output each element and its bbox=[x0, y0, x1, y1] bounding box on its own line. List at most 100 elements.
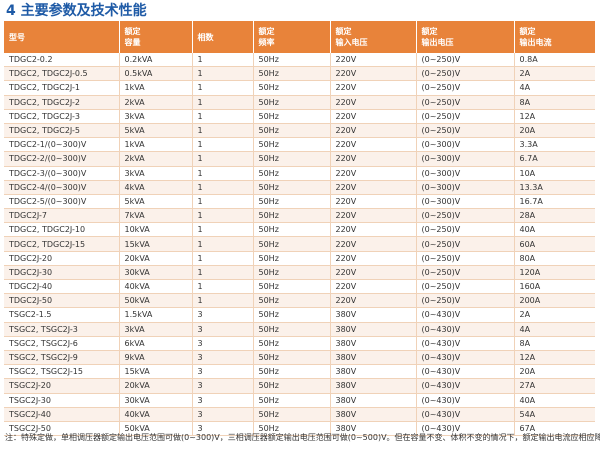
cell-rated-capacity: 4kVA bbox=[119, 180, 193, 195]
cell-model: TSGC2, TSGC2J-3 bbox=[4, 322, 120, 337]
cell-phase: 3 bbox=[192, 336, 254, 351]
table-row: TSGC2, TSGC2J-15 15kVA 3 50Hz 380V (0~430)V 20… bbox=[4, 364, 595, 380]
header-rated-output-current: 额定 输出电流 bbox=[514, 21, 595, 53]
table-row: TSGC2, TSGC2J-6 6kVA 3 50Hz 380V (0~430)V 8A bbox=[4, 336, 595, 351]
header-model: 型号 bbox=[4, 21, 120, 53]
cell-rated-output-voltage: (0~250)V bbox=[416, 80, 515, 96]
cell-rated-capacity: 3kVA bbox=[119, 109, 193, 124]
cell-rated-frequency: 50Hz bbox=[253, 180, 331, 195]
header-rated-output-voltage-line: 输出电压 bbox=[421, 38, 454, 47]
cell-model: TDGC2, TDGC2J-10 bbox=[4, 222, 120, 238]
cell-phase: 1 bbox=[192, 80, 254, 96]
cell-rated-input-voltage: 220V bbox=[330, 151, 417, 167]
cell-rated-capacity: 0.2kVA bbox=[119, 53, 193, 68]
cell-rated-frequency: 50Hz bbox=[253, 53, 331, 68]
table-row: TSGC2J-30 30kVA 3 50Hz 380V (0~430)V 40A bbox=[4, 393, 595, 408]
cell-phase: 1 bbox=[192, 279, 254, 295]
table-row: TDGC2, TDGC2J-1 1kVA 1 50Hz 220V (0~250)V 4A bbox=[4, 80, 595, 96]
cell-model: TDGC2-2/(0~300)V bbox=[4, 151, 120, 167]
table-header-row: 型号 额定 容量 相数 额定 频率 额定 输入电压 额定 输出电压 额定 输出电流 bbox=[4, 21, 595, 53]
cell-rated-output-voltage: (0~430)V bbox=[416, 350, 515, 366]
table-row: TDGC2, TDGC2J-15 15kVA 1 50Hz 220V (0~250)V 60… bbox=[4, 236, 595, 252]
cell-rated-capacity: 20kVA bbox=[119, 378, 193, 394]
cell-model: TSGC2J-40 bbox=[4, 407, 120, 422]
header-rated-input-voltage: 额定 输入电压 bbox=[330, 21, 417, 53]
cell-rated-frequency: 50Hz bbox=[253, 236, 331, 252]
cell-model: TDGC2J-7 bbox=[4, 208, 120, 224]
cell-rated-output-current: 27A bbox=[514, 378, 595, 394]
cell-rated-frequency: 50Hz bbox=[253, 123, 331, 139]
cell-phase: 1 bbox=[192, 109, 254, 124]
cell-rated-output-voltage: (0~430)V bbox=[416, 336, 515, 351]
cell-model: TDGC2, TDGC2J-1 bbox=[4, 80, 120, 96]
cell-rated-output-current: 12A bbox=[514, 350, 595, 366]
cell-model: TDGC2J-40 bbox=[4, 279, 120, 295]
cell-rated-capacity: 15kVA bbox=[119, 236, 193, 252]
cell-rated-capacity: 10kVA bbox=[119, 222, 193, 238]
cell-rated-capacity: 1.5kVA bbox=[119, 307, 193, 323]
table-row: TDGC2, TDGC2J-10 10kVA 1 50Hz 220V (0~250)V 40… bbox=[4, 222, 595, 238]
cell-phase: 1 bbox=[192, 208, 254, 224]
cell-model: TDGC2-0.2 bbox=[4, 53, 120, 68]
cell-rated-output-current: 120A bbox=[514, 265, 595, 281]
cell-model: TDGC2, TDGC2J-15 bbox=[4, 236, 120, 252]
spec-table: 型号 额定 容量 相数 额定 频率 额定 输入电压 额定 输出电压 额定 输出电流 TDGC2-0.2… bbox=[4, 21, 595, 437]
cell-rated-input-voltage: 220V bbox=[330, 166, 417, 181]
table-row: TDGC2-5/(0~300)V 5kVA 1 50Hz 220V (0~300)V 16.… bbox=[4, 194, 595, 210]
cell-rated-input-voltage: 220V bbox=[330, 109, 417, 124]
cell-rated-output-voltage: (0~250)V bbox=[416, 95, 515, 110]
cell-rated-frequency: 50Hz bbox=[253, 279, 331, 295]
cell-rated-capacity: 0.5kVA bbox=[119, 66, 193, 82]
cell-rated-output-current: 0.8A bbox=[514, 53, 595, 68]
cell-model: TDGC2J-30 bbox=[4, 265, 120, 281]
section-title: 4 主要参数及技术性能 bbox=[6, 3, 147, 19]
cell-rated-capacity: 20kVA bbox=[119, 251, 193, 266]
cell-rated-output-current: 16.7A bbox=[514, 194, 595, 210]
header-rated-output-voltage: 额定 输出电压 bbox=[416, 21, 515, 53]
table-row: TDGC2J-40 40kVA 1 50Hz 220V (0~250)V 160A bbox=[4, 279, 595, 295]
cell-rated-input-voltage: 220V bbox=[330, 137, 417, 153]
cell-phase: 1 bbox=[192, 194, 254, 210]
cell-rated-input-voltage: 220V bbox=[330, 279, 417, 295]
cell-phase: 1 bbox=[192, 236, 254, 252]
cell-rated-input-voltage: 220V bbox=[330, 194, 417, 210]
cell-rated-output-voltage: (0~430)V bbox=[416, 322, 515, 337]
cell-rated-output-voltage: (0~250)V bbox=[416, 208, 515, 224]
cell-rated-output-current: 67A bbox=[514, 421, 595, 437]
cell-phase: 3 bbox=[192, 407, 254, 422]
cell-rated-frequency: 50Hz bbox=[253, 151, 331, 167]
cell-rated-output-current: 200A bbox=[514, 293, 595, 309]
cell-phase: 1 bbox=[192, 151, 254, 167]
header-rated-input-voltage-line: 额定 bbox=[335, 27, 352, 36]
cell-rated-input-voltage: 220V bbox=[330, 293, 417, 309]
cell-model: TDGC2, TDGC2J-3 bbox=[4, 109, 120, 124]
table-row: TSGC2J-40 40kVA 3 50Hz 380V (0~430)V 54A bbox=[4, 407, 595, 422]
cell-rated-output-voltage: (0~250)V bbox=[416, 123, 515, 139]
table-body: TDGC2-0.2 0.2kVA 1 50Hz 220V (0~250)V 0.8A TDGC… bbox=[4, 53, 595, 437]
cell-rated-output-voltage: (0~250)V bbox=[416, 222, 515, 238]
table-row: TDGC2, TDGC2J-3 3kVA 1 50Hz 220V (0~250)V 12A bbox=[4, 109, 595, 124]
header-rated-output-current-line: 额定 bbox=[519, 27, 536, 36]
cell-phase: 3 bbox=[192, 350, 254, 366]
cell-rated-input-voltage: 380V bbox=[330, 364, 417, 380]
cell-rated-frequency: 50Hz bbox=[253, 393, 331, 408]
header-rated-capacity-line: 额定 bbox=[124, 27, 141, 36]
cell-rated-capacity: 9kVA bbox=[119, 350, 193, 366]
cell-rated-capacity: 6kVA bbox=[119, 336, 193, 351]
cell-rated-input-voltage: 220V bbox=[330, 180, 417, 195]
cell-rated-frequency: 50Hz bbox=[253, 421, 331, 437]
table-row: TDGC2-1/(0~300)V 1kVA 1 50Hz 220V (0~300)V 3.3… bbox=[4, 137, 595, 153]
cell-rated-input-voltage: 220V bbox=[330, 80, 417, 96]
header-rated-output-voltage-line: 额定 bbox=[421, 27, 438, 36]
cell-rated-output-current: 10A bbox=[514, 166, 595, 181]
cell-rated-output-current: 60A bbox=[514, 236, 595, 252]
cell-rated-output-voltage: (0~430)V bbox=[416, 393, 515, 408]
cell-rated-output-voltage: (0~300)V bbox=[416, 151, 515, 167]
cell-rated-output-current: 2A bbox=[514, 66, 595, 82]
cell-phase: 1 bbox=[192, 166, 254, 181]
cell-rated-output-voltage: (0~430)V bbox=[416, 307, 515, 323]
table-row: TSGC2, TSGC2J-9 9kVA 3 50Hz 380V (0~430)V 12A bbox=[4, 350, 595, 366]
cell-rated-frequency: 50Hz bbox=[253, 66, 331, 82]
cell-rated-input-voltage: 220V bbox=[330, 251, 417, 266]
